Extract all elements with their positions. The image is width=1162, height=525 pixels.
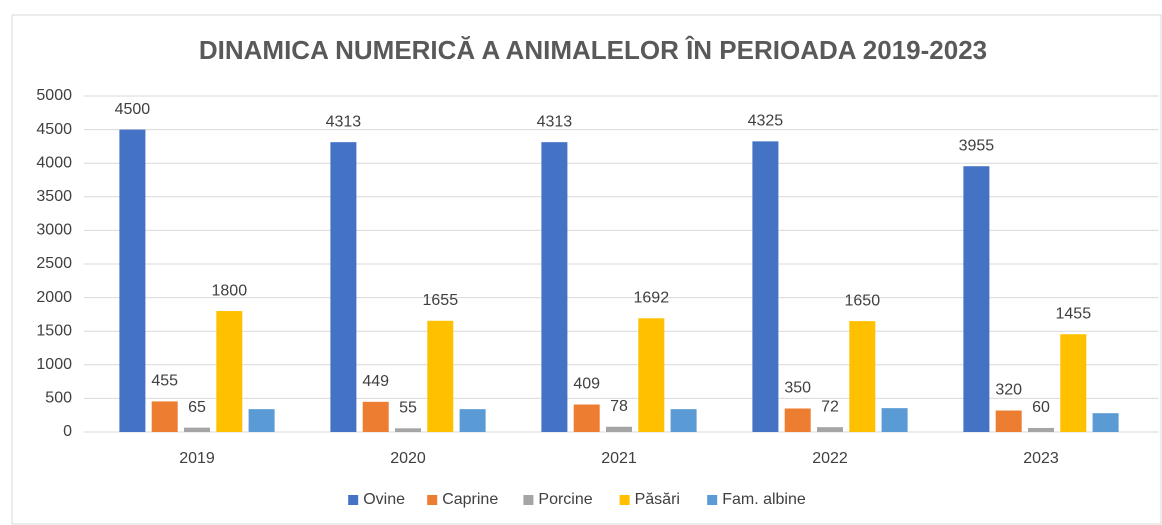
y-tick-label: 4000: [36, 154, 72, 171]
data-label: 1455: [1056, 305, 1092, 322]
x-tick-label: 2019: [179, 450, 215, 467]
y-tick-label: 2000: [36, 289, 72, 306]
bar: [995, 410, 1022, 432]
data-label: 350: [784, 380, 811, 397]
y-tick-label: 500: [45, 390, 72, 407]
bar: [459, 409, 486, 432]
bar: [670, 409, 697, 432]
legend-swatch: [523, 495, 534, 505]
legend-label: Fam. albine: [722, 491, 806, 508]
legend-swatch: [707, 495, 718, 505]
bar: [362, 401, 389, 432]
bar: [184, 427, 210, 432]
legend-swatch: [348, 495, 359, 505]
data-label: 409: [573, 376, 600, 393]
y-tick-label: 3000: [36, 222, 72, 239]
data-label: 1800: [212, 282, 248, 299]
y-tick-label: 5000: [36, 87, 72, 104]
bar: [248, 409, 275, 432]
legend-label: Ovine: [363, 491, 405, 508]
y-tick-label: 3500: [36, 188, 72, 205]
legend-label: Păsări: [635, 491, 680, 508]
data-label: 3955: [959, 137, 995, 154]
bar: [573, 404, 600, 432]
bar: [427, 320, 454, 432]
bar: [881, 408, 908, 432]
legend-swatch: [427, 495, 438, 505]
legend-swatch: [619, 495, 630, 505]
bar: [151, 401, 178, 432]
data-label: 4500: [115, 101, 151, 118]
x-tick-label: 2021: [601, 450, 637, 467]
x-tick-label: 2022: [812, 450, 848, 467]
data-label: 1692: [634, 290, 670, 307]
bar: [817, 427, 843, 432]
bar: [395, 428, 421, 432]
bar: [606, 426, 632, 432]
data-label: 449: [362, 373, 389, 390]
x-tick-label: 2020: [390, 450, 426, 467]
y-tick-label: 4500: [36, 121, 72, 138]
bar: [963, 166, 990, 432]
data-label: 4325: [748, 113, 784, 130]
bar: [1060, 334, 1087, 432]
bar: [1028, 427, 1054, 432]
legend-label: Caprine: [442, 491, 498, 508]
y-tick-label: 0: [63, 423, 72, 440]
bar: [638, 318, 665, 432]
bar: [1092, 413, 1119, 432]
y-tick-label: 2500: [36, 255, 72, 272]
bar: [119, 129, 146, 432]
data-label: 60: [1032, 399, 1050, 416]
data-label: 55: [399, 400, 417, 417]
bar: [541, 142, 568, 433]
data-label: 65: [188, 399, 206, 416]
data-label: 4313: [537, 113, 573, 130]
data-label: 72: [821, 398, 839, 415]
data-label: 1650: [845, 292, 881, 309]
bar: [216, 311, 243, 432]
bar: [752, 141, 779, 433]
y-tick-label: 1000: [36, 356, 72, 373]
data-label: 320: [995, 382, 1022, 399]
y-tick-label: 1500: [36, 322, 72, 339]
data-label: 78: [610, 398, 628, 415]
data-label: 4313: [326, 113, 362, 130]
x-tick-label: 2023: [1023, 450, 1059, 467]
bar: [784, 408, 811, 432]
bar: [849, 321, 876, 432]
bar: [330, 142, 357, 433]
chart-title: DINAMICA NUMERICĂ A ANIMALELOR ÎN PERIOA…: [199, 35, 987, 65]
data-label: 455: [151, 373, 178, 390]
legend-label: Porcine: [538, 491, 592, 508]
data-label: 1655: [423, 292, 459, 309]
